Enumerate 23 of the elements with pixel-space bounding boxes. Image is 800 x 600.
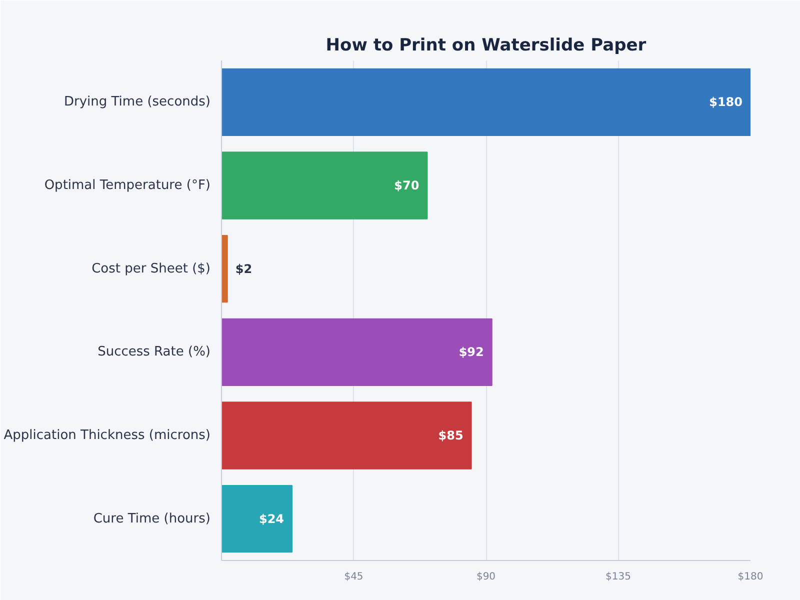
bar xyxy=(222,318,492,386)
data-label: $2 xyxy=(235,262,252,276)
data-label: $85 xyxy=(438,428,464,442)
y-tick-label: Cure Time (hours) xyxy=(93,511,211,526)
data-label: $70 xyxy=(394,178,420,192)
bar xyxy=(222,68,750,136)
y-tick-label: Success Rate (%) xyxy=(98,344,211,360)
bar xyxy=(222,402,472,470)
data-label: $24 xyxy=(258,512,284,526)
x-tick-label: $90 xyxy=(476,572,496,582)
data-label: $92 xyxy=(458,345,484,360)
bar xyxy=(222,485,293,553)
x-tick-label: $45 xyxy=(344,572,364,582)
data-label: $180 xyxy=(709,95,743,110)
y-tick-label: Application Thickness (microns) xyxy=(4,428,211,443)
y-tick-label: Drying Time (seconds) xyxy=(64,94,211,110)
x-tick-label: $180 xyxy=(738,572,764,582)
chart-title: How to Print on Waterslide Paper xyxy=(326,36,647,56)
bar xyxy=(222,235,228,303)
y-tick-label: Optimal Temperature (°F) xyxy=(44,178,211,193)
y-tick-label: Cost per Sheet ($) xyxy=(92,261,211,276)
x-tick-label: $135 xyxy=(606,572,631,582)
bar xyxy=(222,152,428,220)
